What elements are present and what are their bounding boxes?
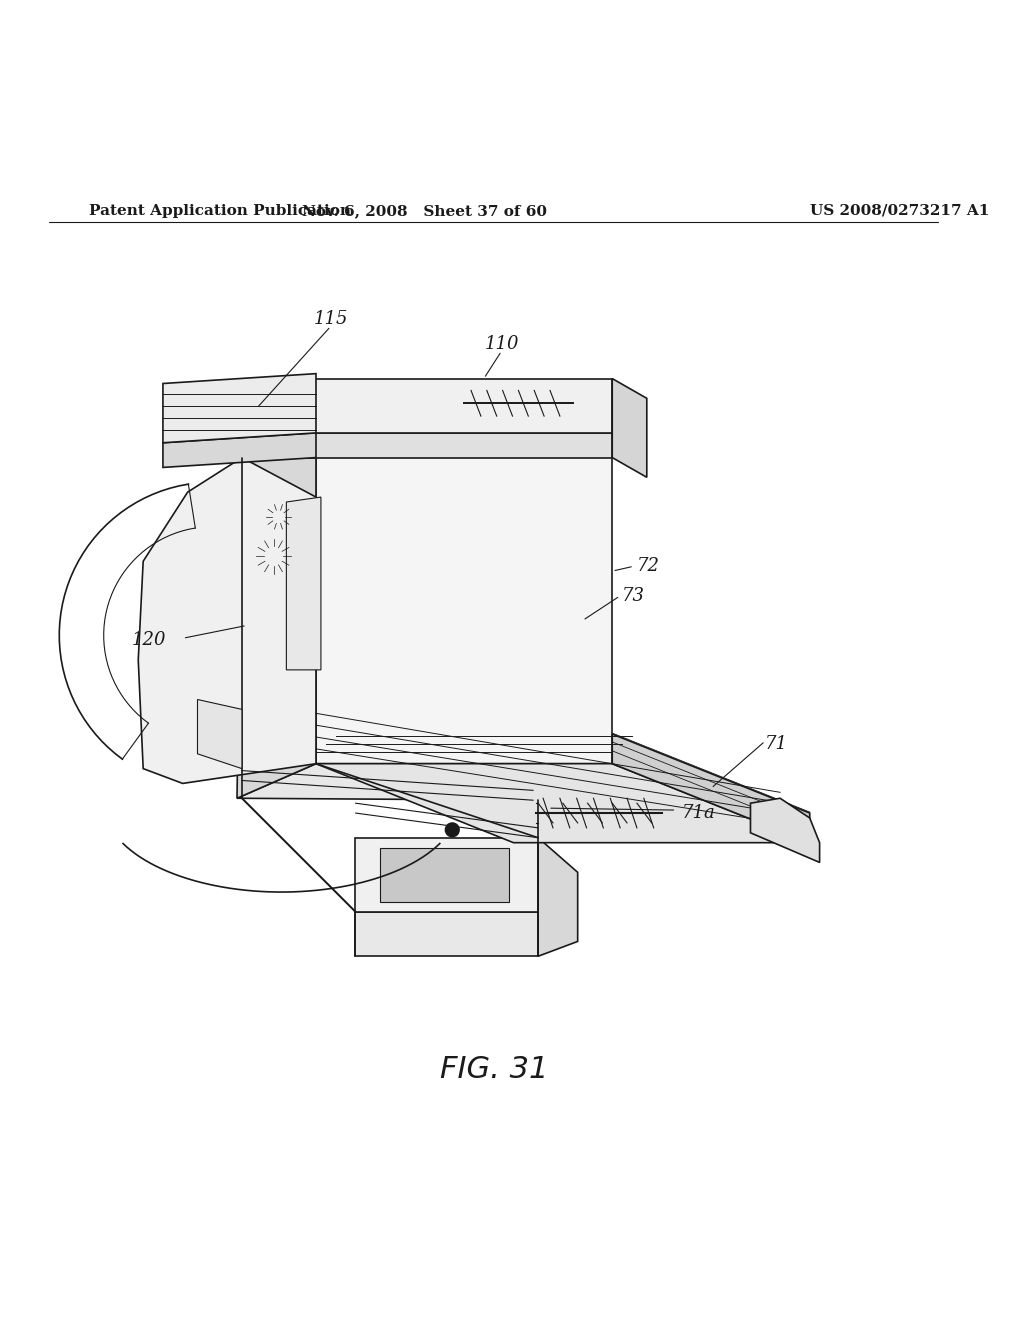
Polygon shape xyxy=(237,422,316,799)
Ellipse shape xyxy=(540,781,570,825)
Polygon shape xyxy=(242,379,612,433)
Ellipse shape xyxy=(509,554,539,587)
Text: 115: 115 xyxy=(313,310,348,329)
Polygon shape xyxy=(237,764,612,800)
Text: US 2008/0273217 A1: US 2008/0273217 A1 xyxy=(810,203,989,218)
Polygon shape xyxy=(355,912,539,956)
Text: 71a: 71a xyxy=(681,804,715,822)
Polygon shape xyxy=(198,700,242,768)
Text: FIG. 31: FIG. 31 xyxy=(439,1055,548,1084)
Text: 71: 71 xyxy=(765,735,788,752)
Polygon shape xyxy=(751,799,819,862)
Polygon shape xyxy=(612,379,647,478)
Ellipse shape xyxy=(497,541,551,601)
Circle shape xyxy=(503,400,514,411)
Text: Nov. 6, 2008   Sheet 37 of 60: Nov. 6, 2008 Sheet 37 of 60 xyxy=(302,203,547,218)
Polygon shape xyxy=(287,498,321,669)
Text: 120: 120 xyxy=(131,631,166,649)
Polygon shape xyxy=(163,433,316,467)
Polygon shape xyxy=(316,764,810,842)
Polygon shape xyxy=(355,838,539,912)
Polygon shape xyxy=(316,422,612,764)
Polygon shape xyxy=(612,734,810,842)
Polygon shape xyxy=(163,374,316,442)
Text: 110: 110 xyxy=(484,335,519,352)
Polygon shape xyxy=(138,458,316,784)
Circle shape xyxy=(445,822,459,837)
Polygon shape xyxy=(242,433,612,458)
Polygon shape xyxy=(380,847,509,902)
Text: 72: 72 xyxy=(637,557,659,576)
Text: Patent Application Publication: Patent Application Publication xyxy=(89,203,351,218)
Polygon shape xyxy=(539,838,578,956)
Text: 73: 73 xyxy=(623,587,645,605)
